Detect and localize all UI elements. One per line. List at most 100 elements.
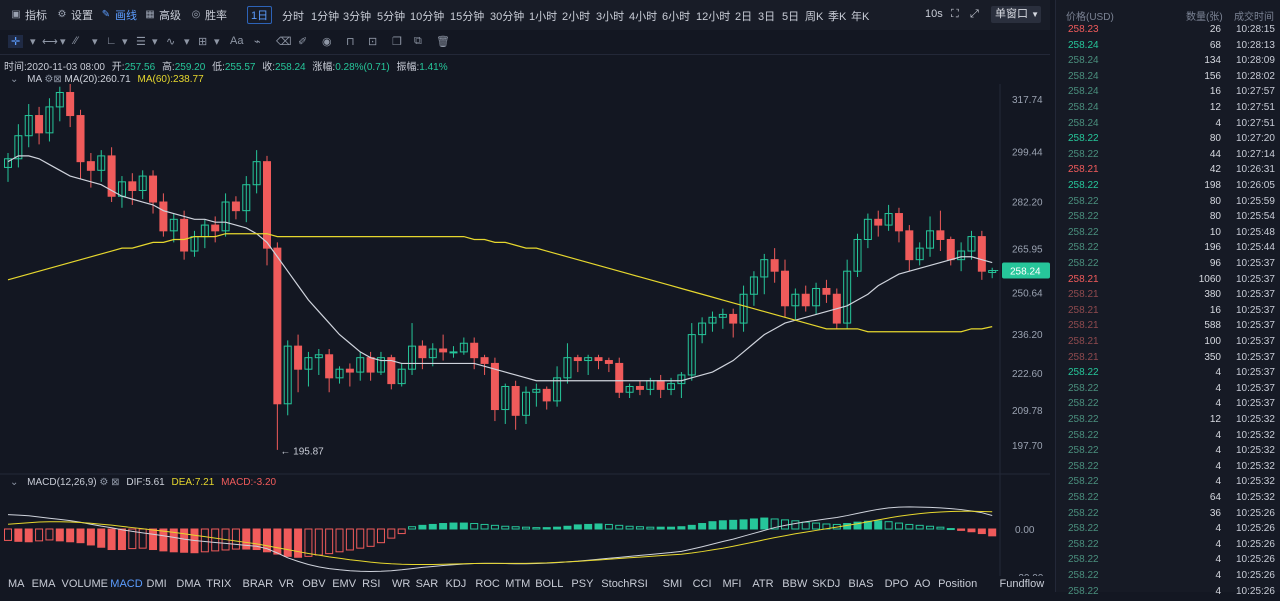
chevron-down-icon[interactable]: ▾ [60, 36, 66, 48]
macd-value: MACD:-3.20 [221, 477, 277, 488]
trend-line-icon[interactable]: ⁄⁄ [74, 35, 78, 47]
indicator-tab[interactable]: BIAS [848, 578, 874, 590]
chevron-down-icon[interactable]: ▾ [214, 36, 220, 48]
eye-icon[interactable]: ◉ [322, 36, 332, 48]
timeframe-tab[interactable]: 2日 [735, 11, 753, 23]
indicator-tab[interactable]: WR [392, 578, 411, 590]
macd-histogram-bar [988, 528, 997, 537]
close-icon[interactable]: ⊠ [53, 74, 62, 85]
timeframe-tab[interactable]: 3日 [758, 11, 776, 23]
ma60-value: MA(60):238.77 [137, 74, 204, 85]
settings-icon[interactable]: ⚙ [99, 477, 109, 488]
indicator-tab[interactable]: EMV [332, 578, 357, 590]
horizontal-line-icon[interactable]: ⟷ [42, 36, 58, 48]
settings-button[interactable]: ⚙ 设置 [56, 7, 93, 23]
indicator-tab[interactable]: PSY [571, 578, 594, 590]
advanced-button[interactable]: ▦ 高级 [144, 7, 181, 23]
expand-icon[interactable]: ⤢ [970, 8, 979, 20]
indicator-tab[interactable]: VR [278, 578, 294, 590]
link-icon[interactable]: ⧉ [414, 35, 422, 47]
kline-chart[interactable]: 317.74 299.44 282.20 265.95 250.64 236.20 222.… [0, 84, 1050, 576]
macd-histogram-bar [584, 523, 593, 530]
indicator-tab[interactable]: BRAR [242, 578, 274, 590]
lock-open-icon[interactable]: ⊓ [346, 36, 355, 48]
lock-icon[interactable]: ⊡ [368, 36, 378, 48]
timeframe-tab[interactable]: 6小时 [662, 11, 691, 23]
indicator-tab[interactable]: DMA [176, 578, 201, 590]
collapse-icon[interactable]: ⌄ [10, 74, 19, 85]
magnet-icon[interactable]: ⌁ [254, 36, 261, 48]
indicator-tab[interactable]: CCI [692, 578, 712, 590]
close-icon[interactable]: ⊠ [111, 477, 120, 488]
eraser-icon[interactable]: ⌫ [276, 36, 292, 48]
collapse-icon[interactable]: ⌄ [10, 477, 19, 488]
refresh-interval[interactable]: 10s [925, 8, 943, 20]
timeframe-tab[interactable]: 年K [851, 11, 870, 23]
indicator-tab[interactable]: EMA [31, 578, 56, 590]
indicator-tab[interactable]: Fundflow [999, 578, 1045, 590]
candle-body [294, 345, 303, 370]
chevron-down-icon[interactable]: ▾ [30, 36, 36, 48]
indicator-tab[interactable]: MTM [505, 578, 531, 590]
trade-time: 10:28:13 [1236, 39, 1275, 51]
settings-icon[interactable]: ⚙ [44, 74, 54, 85]
trade-time: 10:28:09 [1236, 55, 1275, 67]
crosshair-icon[interactable]: ✛ [8, 35, 24, 48]
timeframe-tab[interactable]: 5日 [782, 11, 800, 23]
timeframe-tab[interactable]: 周K [805, 11, 824, 23]
indicator-tab[interactable]: BOLL [535, 578, 564, 590]
timeframe-tab[interactable]: 12小时 [696, 11, 731, 23]
chevron-down-icon[interactable]: ▾ [122, 36, 128, 48]
chevron-down-icon[interactable]: ▾ [152, 36, 158, 48]
trash-icon[interactable]: 🗑 [436, 36, 450, 48]
indicator-tab[interactable]: MFI [722, 578, 742, 590]
indicator-tab[interactable]: AO [914, 578, 931, 590]
timeframe-tab[interactable]: 分时 [282, 11, 304, 23]
trade-qty: 350 [1204, 351, 1221, 363]
timeframe-tab[interactable]: 1小时 [529, 11, 558, 23]
indicator-tab[interactable]: SKDJ [812, 578, 841, 590]
timeframe-tab[interactable]: 3分钟 [343, 11, 372, 23]
indicator-tab[interactable]: StochRSI [601, 578, 648, 590]
fib-icon[interactable]: ☰ [136, 36, 146, 48]
chevron-down-icon[interactable]: ▾ [92, 36, 98, 48]
indicator-tab[interactable]: TRIX [206, 578, 232, 590]
ma20-value: MA(20):260.71 [64, 74, 131, 85]
indicator-tab[interactable]: RSI [362, 578, 381, 590]
timeframe-tab[interactable]: 10分钟 [410, 11, 445, 23]
timeframe-tab[interactable]: 2小时 [562, 11, 591, 23]
timeframe-tab[interactable]: 季K [828, 11, 847, 23]
indicator-tab[interactable]: BBW [782, 578, 808, 590]
timeframe-tab[interactable]: 5分钟 [377, 11, 406, 23]
indicator-tab[interactable]: SAR [415, 578, 439, 590]
indicator-tab[interactable]: ATR [752, 578, 774, 590]
indicator-tab[interactable]: MACD [110, 578, 143, 590]
window-mode-select[interactable]: 单窗口 ▼ [991, 6, 1041, 23]
indicator-tab[interactable]: DPO [884, 578, 909, 590]
indicator-tab[interactable]: VOLUME [61, 578, 108, 590]
text-icon[interactable]: Aa [230, 35, 244, 47]
indicator-tab[interactable]: OBV [302, 578, 326, 590]
draw-button[interactable]: ✎ 画线 [100, 7, 137, 23]
timeframe-tab[interactable]: 1日 [247, 6, 273, 24]
angle-icon[interactable]: ∟ [106, 35, 117, 47]
indicator-tab[interactable]: SMI [662, 578, 683, 590]
fullscreen-icon[interactable]: ⛶ [951, 8, 959, 20]
chevron-down-icon[interactable]: ▾ [184, 36, 190, 48]
winrate-button[interactable]: ◎ 胜率 [190, 7, 227, 23]
timeframe-tab[interactable]: 3小时 [596, 11, 625, 23]
indicator-tab[interactable]: KDJ [445, 578, 467, 590]
indicator-tab[interactable]: ROC [475, 578, 500, 590]
indicator-tab[interactable]: MA [8, 578, 25, 590]
ruler-icon[interactable]: ✐ [298, 36, 308, 48]
indicator-tab[interactable]: Position [938, 578, 978, 590]
indicators-button[interactable]: ▣ 指标 [10, 7, 47, 23]
timeframe-tab[interactable]: 4小时 [629, 11, 658, 23]
wave-icon[interactable]: ∿ [166, 36, 176, 48]
timeframe-tab[interactable]: 15分钟 [450, 11, 485, 23]
timeframe-tab[interactable]: 1分钟 [311, 11, 340, 23]
timeframe-tab[interactable]: 30分钟 [490, 11, 525, 23]
copy-icon[interactable]: ❐ [392, 36, 402, 48]
measure-icon[interactable]: ⊞ [198, 36, 208, 48]
indicator-tab[interactable]: DMI [146, 578, 167, 590]
